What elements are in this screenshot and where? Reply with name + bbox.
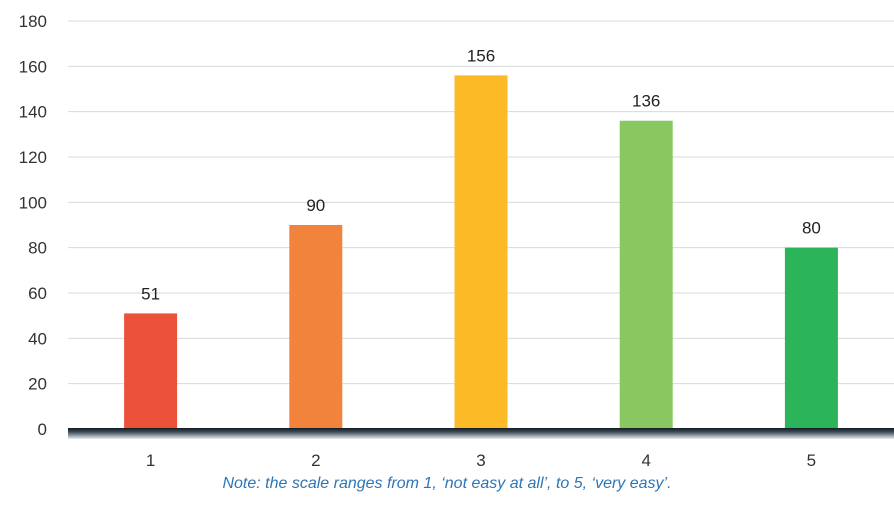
- data-label: 80: [802, 219, 821, 238]
- x-axis-ticks: 1 2 3 4 5: [146, 451, 816, 470]
- y-tick-label: 140: [19, 103, 47, 122]
- data-label: 156: [467, 46, 495, 65]
- chart-note: Note: the scale ranges from 1, ‘not easy…: [222, 475, 672, 492]
- x-tick-label: 2: [311, 451, 320, 470]
- bars: [124, 75, 838, 430]
- x-tick-label: 5: [807, 451, 816, 470]
- x-tick-label: 4: [641, 451, 650, 470]
- bar: [454, 75, 508, 430]
- y-tick-label: 80: [28, 239, 47, 258]
- x-tick-label: 1: [146, 451, 155, 470]
- y-tick-label: 100: [19, 193, 47, 212]
- y-tick-label: 40: [28, 329, 47, 348]
- data-labels: 51 90 156 136 80: [141, 46, 821, 303]
- x-tick-label: 3: [476, 451, 485, 470]
- y-tick-label: 0: [38, 420, 47, 439]
- data-label: 90: [306, 196, 325, 215]
- y-tick-label: 180: [19, 12, 47, 31]
- x-axis-baseline: [68, 428, 894, 439]
- bar: [124, 313, 178, 429]
- bar: [784, 247, 838, 429]
- bar: [619, 120, 673, 429]
- y-tick-label: 160: [19, 57, 47, 76]
- y-tick-label: 60: [28, 284, 47, 303]
- data-label: 51: [141, 284, 160, 303]
- data-label: 136: [632, 92, 660, 111]
- y-tick-label: 120: [19, 148, 47, 167]
- bar: [289, 225, 343, 429]
- y-tick-label: 20: [28, 375, 47, 394]
- y-axis-ticks: 0 20 40 60 80 100 120 140 160 180: [19, 12, 47, 439]
